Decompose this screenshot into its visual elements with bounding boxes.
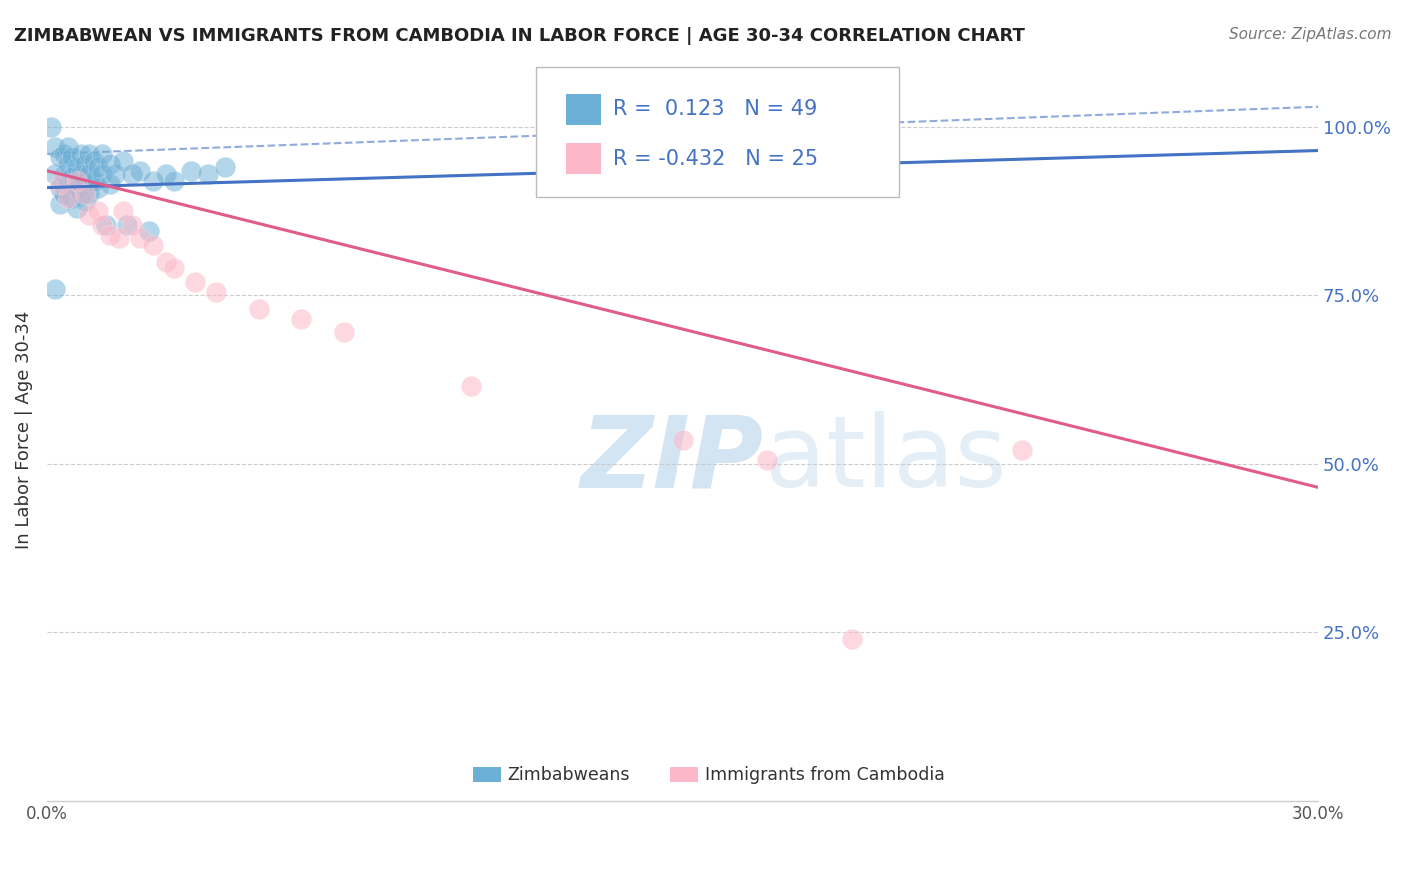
Point (247, 301, 270, 316)
Point (87, 161, 110, 175)
Point (60, 150, 83, 164)
Text: ZIMBABWEAN VS IMMIGRANTS FROM CAMBODIA IN LABOR FORCE | AGE 30-34 CORRELATION CH: ZIMBABWEAN VS IMMIGRANTS FROM CAMBODIA I… (14, 27, 1025, 45)
Point (117, 218, 139, 232)
Point (44, 140, 66, 154)
Point (1011, 443, 1033, 458)
Point (142, 174, 165, 188)
Point (48, 180, 70, 194)
Point (155, 254, 177, 268)
Point (163, 261, 186, 276)
Point (44, 282, 66, 296)
Point (112, 153, 135, 168)
Point (841, 632, 863, 646)
Point (138, 224, 160, 238)
Text: ZIP: ZIP (581, 411, 763, 508)
Point (77, 187, 100, 202)
Point (163, 174, 186, 188)
Point (100, 178, 122, 192)
Point (87, 180, 110, 194)
Point (56, 157, 79, 171)
Point (52, 187, 75, 202)
Point (671, 434, 693, 448)
Bar (669, 767, 697, 782)
Point (56, 140, 79, 154)
Point (52, 147, 75, 161)
Point (73, 187, 96, 202)
Point (332, 326, 354, 340)
Point (91, 147, 114, 161)
Point (100, 157, 122, 171)
Point (155, 167, 177, 181)
Point (77, 167, 100, 181)
Point (48, 150, 70, 164)
Point (91, 167, 114, 181)
Point (184, 275, 207, 289)
Point (460, 379, 482, 393)
Point (48, 197, 70, 211)
Point (65, 161, 87, 175)
Point (77, 147, 100, 161)
Point (96, 218, 118, 232)
Point (48, 178, 70, 192)
Point (39, 120, 62, 134)
Point (91, 218, 114, 232)
Bar (472, 767, 501, 782)
Point (60, 170, 83, 185)
Text: Immigrants from Cambodia: Immigrants from Cambodia (706, 765, 945, 784)
Point (69, 147, 91, 161)
Point (83, 153, 105, 168)
Point (69, 187, 91, 202)
Point (87, 204, 110, 219)
Text: R = -0.432   N = 25: R = -0.432 N = 25 (613, 149, 818, 169)
Point (56, 178, 79, 192)
Point (56, 191, 79, 205)
Point (104, 167, 127, 181)
Point (73, 174, 96, 188)
Text: Zimbabweans: Zimbabweans (508, 765, 630, 784)
Point (121, 167, 143, 181)
Point (112, 204, 135, 219)
Y-axis label: In Labor Force | Age 30-34: In Labor Force | Age 30-34 (15, 311, 32, 549)
Text: atlas: atlas (765, 411, 1007, 508)
Point (129, 163, 152, 178)
FancyBboxPatch shape (536, 67, 898, 197)
Point (52, 167, 75, 181)
Point (205, 285, 228, 299)
Point (77, 208, 100, 222)
Point (142, 238, 165, 252)
Point (290, 312, 312, 326)
Bar (565, 144, 602, 175)
Point (65, 201, 87, 215)
Point (65, 180, 87, 194)
Point (100, 227, 122, 242)
Point (83, 174, 105, 188)
Point (65, 174, 87, 188)
Point (214, 161, 236, 175)
Point (756, 453, 779, 467)
Point (44, 167, 66, 181)
Point (121, 218, 143, 232)
Point (69, 167, 91, 181)
Point (60, 191, 83, 205)
Point (129, 231, 152, 245)
Point (73, 157, 96, 171)
Text: Source: ZipAtlas.com: Source: ZipAtlas.com (1229, 27, 1392, 42)
Point (180, 163, 202, 178)
Point (73, 194, 96, 208)
Text: R =  0.123   N = 49: R = 0.123 N = 49 (613, 98, 817, 119)
Bar (565, 94, 602, 125)
Point (108, 231, 131, 245)
Point (197, 167, 219, 181)
